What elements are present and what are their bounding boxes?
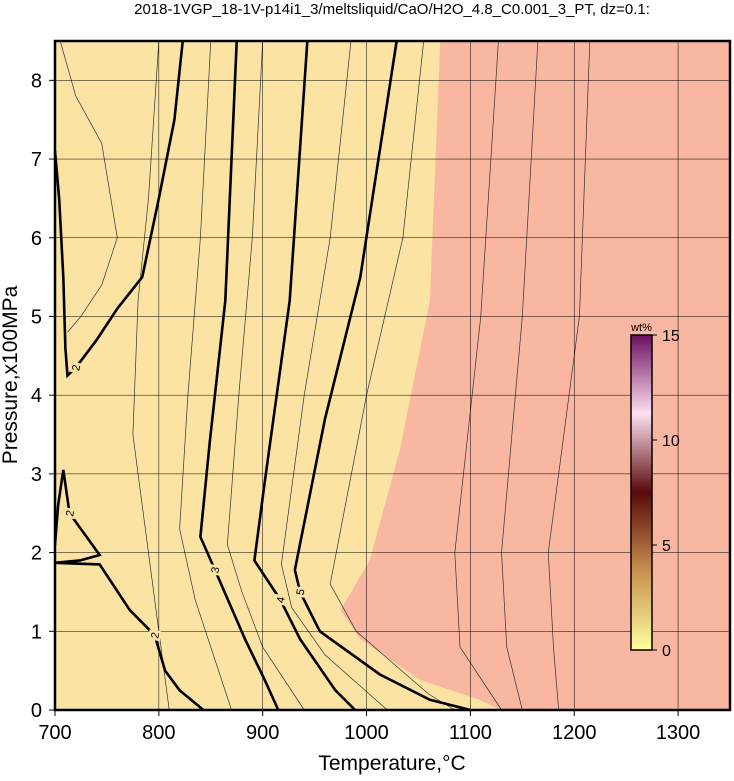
chart-title: 2018-1VGP_18-1V-p14i1_3/meltsliquid/CaO/… (134, 1, 650, 18)
contour-label-bg (62, 507, 77, 520)
contour-label-group: 2 (147, 629, 162, 642)
x-tick-label: 700 (38, 722, 71, 744)
contour-line (253, 40, 357, 711)
contour-label-group: 4 (273, 593, 288, 606)
y-tick-label: 3 (31, 464, 42, 486)
thin-contour (179, 40, 232, 711)
x-tick-label: 800 (142, 722, 175, 744)
contour-label-group: 3 (208, 563, 222, 576)
y-tick-label: 6 (31, 228, 42, 250)
colorbar-tick-label: 5 (662, 538, 671, 555)
x-tick-label: 1000 (344, 722, 389, 744)
contour-label: 2 (149, 631, 162, 639)
plot-frame (53, 39, 732, 712)
contour-label: 2 (64, 509, 77, 517)
colorbar-label: wt% (630, 322, 652, 334)
x-axis-label: Temperature,°C (318, 752, 465, 775)
y-tick-label: 0 (31, 700, 42, 722)
contour-label: 2 (70, 364, 83, 372)
contour-label-bg (293, 585, 307, 598)
contour-label-group: 5 (293, 585, 308, 598)
contour-label-group: 2 (68, 361, 83, 374)
y-tick-label: 5 (31, 306, 42, 328)
contour-label-bg (273, 593, 288, 606)
colorbar-tick-label: 0 (662, 643, 671, 660)
contour-label-bg (208, 563, 222, 576)
x-tick-label: 1300 (656, 722, 701, 744)
y-tick-label: 8 (31, 70, 42, 92)
contour-label-bg (68, 361, 83, 374)
colorbar-tick-label: 15 (662, 328, 680, 345)
y-axis-label: Pressure,x100MPa (0, 285, 22, 464)
thin-contour (132, 40, 170, 711)
y-tick-label: 7 (31, 149, 42, 171)
contour-label: 5 (295, 588, 308, 596)
contour-label-group: 2 (62, 507, 77, 520)
y-tick-label: 4 (31, 385, 42, 407)
contour-label: 3 (209, 566, 222, 574)
contour-label: 4 (275, 596, 288, 604)
x-tick-label: 1100 (449, 722, 492, 744)
colorbar (630, 334, 653, 651)
x-tick-label: 900 (246, 722, 279, 744)
contour-line (199, 40, 280, 711)
colorbar-tick-label: 10 (662, 433, 680, 450)
y-tick-label: 1 (31, 621, 42, 643)
y-tick-label: 2 (31, 543, 42, 565)
contour-label-bg (147, 629, 162, 642)
x-tick-label: 1200 (552, 722, 597, 744)
